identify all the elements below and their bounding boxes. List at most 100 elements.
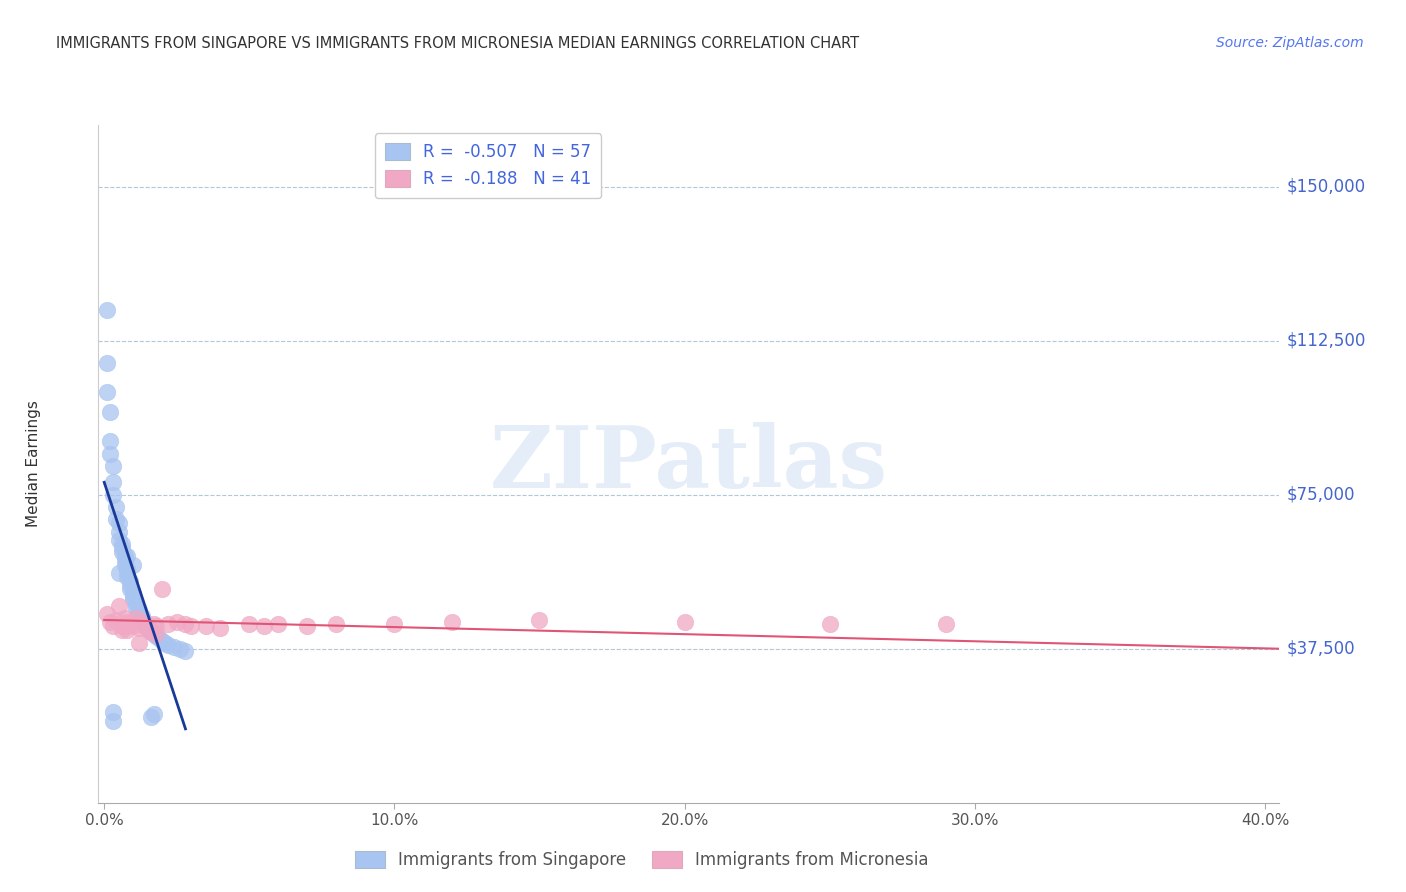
Point	[96, 607, 118, 621]
Point	[157, 617, 180, 632]
Point	[101, 458, 124, 473]
Point	[134, 615, 156, 629]
Point	[131, 608, 153, 623]
Point	[384, 617, 406, 632]
Point	[111, 619, 134, 633]
Point	[142, 617, 165, 632]
Point	[111, 624, 134, 638]
Point	[117, 549, 139, 564]
Point	[101, 488, 124, 502]
Point	[107, 516, 129, 531]
Point	[166, 615, 188, 629]
Point	[142, 707, 165, 722]
Point	[122, 586, 145, 600]
Point	[114, 553, 136, 567]
Point	[174, 644, 197, 658]
Point	[238, 617, 260, 632]
Point	[131, 615, 153, 629]
Point	[111, 541, 134, 555]
Point	[96, 384, 118, 399]
Point	[114, 549, 136, 564]
Point	[120, 617, 142, 632]
Text: Median Earnings: Median Earnings	[25, 401, 41, 527]
Point	[101, 619, 124, 633]
Point	[267, 617, 290, 632]
Point	[107, 566, 129, 580]
Point	[935, 617, 957, 632]
Point	[96, 302, 118, 317]
Point	[148, 632, 170, 646]
Point	[114, 611, 136, 625]
Point	[142, 627, 165, 641]
Point	[145, 629, 167, 643]
Point	[122, 591, 145, 605]
Point	[98, 405, 121, 419]
Point	[111, 537, 134, 551]
Point	[104, 500, 127, 514]
Point	[153, 635, 176, 649]
Text: $37,500: $37,500	[1286, 640, 1355, 657]
Point	[131, 613, 153, 627]
Point	[101, 475, 124, 490]
Text: Source: ZipAtlas.com: Source: ZipAtlas.com	[1216, 36, 1364, 50]
Point	[120, 578, 142, 592]
Point	[125, 597, 148, 611]
Point	[96, 356, 118, 370]
Point	[139, 624, 162, 638]
Point	[117, 615, 139, 629]
Point	[253, 619, 276, 633]
Point	[673, 615, 696, 629]
Point	[128, 635, 150, 649]
Point	[134, 617, 156, 632]
Point	[114, 558, 136, 572]
Point	[194, 619, 217, 633]
Point	[117, 566, 139, 580]
Point	[157, 638, 180, 652]
Point	[174, 617, 197, 632]
Point	[139, 625, 162, 640]
Point	[120, 582, 142, 596]
Point	[122, 592, 145, 607]
Point	[139, 709, 162, 723]
Point	[107, 533, 129, 547]
Text: $150,000: $150,000	[1286, 178, 1365, 195]
Point	[117, 624, 139, 638]
Point	[150, 633, 173, 648]
Point	[139, 625, 162, 640]
Point	[125, 611, 148, 625]
Point	[128, 603, 150, 617]
Point	[209, 621, 232, 635]
Point	[98, 615, 121, 629]
Point	[98, 446, 121, 460]
Point	[136, 619, 159, 633]
Text: IMMIGRANTS FROM SINGAPORE VS IMMIGRANTS FROM MICRONESIA MEDIAN EARNINGS CORRELAT: IMMIGRANTS FROM SINGAPORE VS IMMIGRANTS …	[56, 36, 859, 51]
Text: $75,000: $75,000	[1286, 485, 1355, 504]
Point	[104, 512, 127, 526]
Point	[101, 706, 124, 720]
Point	[122, 558, 145, 572]
Text: ZIPatlas: ZIPatlas	[489, 422, 889, 506]
Point	[117, 570, 139, 584]
Point	[128, 607, 150, 621]
Point	[114, 619, 136, 633]
Point	[128, 621, 150, 635]
Point	[145, 619, 167, 633]
Point	[104, 613, 127, 627]
Point	[134, 619, 156, 633]
Point	[818, 617, 841, 632]
Point	[101, 714, 124, 728]
Point	[122, 619, 145, 633]
Point	[150, 582, 173, 596]
Point	[529, 613, 551, 627]
Legend: Immigrants from Singapore, Immigrants from Micronesia: Immigrants from Singapore, Immigrants fr…	[349, 845, 935, 876]
Point	[169, 641, 191, 656]
Point	[107, 524, 129, 539]
Point	[98, 434, 121, 449]
Point	[136, 624, 159, 638]
Point	[107, 599, 129, 613]
Point	[163, 640, 186, 654]
Point	[117, 561, 139, 575]
Point	[111, 545, 134, 559]
Point	[441, 615, 464, 629]
Point	[136, 621, 159, 635]
